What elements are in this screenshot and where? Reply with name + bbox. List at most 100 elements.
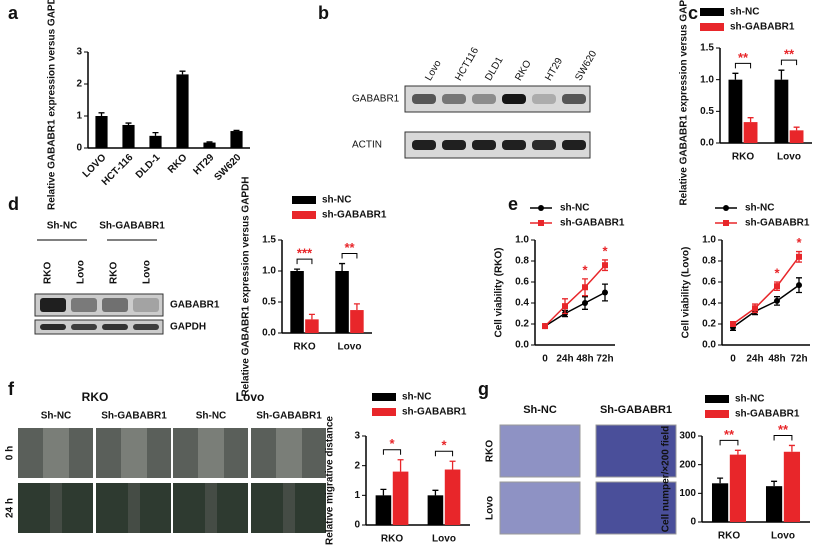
legend-swatch (292, 196, 316, 204)
error-bar (380, 488, 387, 496)
row-label: 24 h (5, 498, 16, 518)
blot-band (40, 298, 66, 312)
y-tick-label: 1 (76, 111, 82, 122)
x-tick-label: 72h (596, 354, 613, 365)
x-tick-label: 48h (768, 354, 785, 365)
legend-label: sh-GABABR1 (322, 210, 387, 221)
blot-band (532, 94, 556, 104)
point (730, 321, 736, 327)
y-tick-label: 0.6 (702, 277, 716, 288)
significance-label: * (389, 436, 395, 451)
legend-swatch (372, 408, 396, 416)
error-bar (432, 489, 439, 496)
row-label: 0 h (5, 446, 16, 460)
bar (95, 116, 108, 148)
cell-line-label: Lovo (236, 390, 265, 404)
y-tick-label: 0.0 (262, 328, 276, 339)
row-label: GABABR1 (352, 94, 400, 105)
blot-band (502, 94, 526, 104)
x-tick-label: 24h (556, 354, 573, 365)
scratch-gap (283, 483, 295, 533)
blot-band (71, 324, 97, 330)
row-label: GABABR1 (170, 300, 220, 311)
blot-band (502, 140, 526, 150)
point (602, 289, 608, 296)
y-axis-label: Relative GABABR1 expression versus GAPDH (241, 176, 252, 396)
error-bar (179, 70, 186, 75)
bar (230, 131, 243, 148)
column-label: Sh-NC (196, 411, 227, 422)
y-tick-label: 1.5 (262, 235, 276, 246)
error-bar (734, 449, 741, 455)
blot-band (472, 94, 496, 104)
y-tick-label: 0.5 (700, 106, 714, 117)
error-bar (788, 444, 795, 452)
legend-label: sh-NC (322, 195, 351, 206)
y-tick-label: 1.5 (700, 43, 714, 54)
significance-label: ** (344, 240, 355, 255)
bar (789, 130, 804, 143)
point (774, 297, 780, 304)
lane-label: DLD1 (483, 55, 506, 83)
group-label: Sh-GABABR1 (99, 221, 165, 232)
bar (149, 135, 162, 148)
bar (728, 79, 743, 143)
line (544, 291, 606, 327)
lane-label: SW620 (573, 49, 599, 83)
y-tick-label: 0.0 (700, 138, 714, 149)
point (774, 283, 780, 290)
y-tick-label: 200 (679, 459, 696, 470)
bar (444, 469, 461, 525)
significance-label: ** (784, 47, 795, 62)
bar (427, 495, 444, 525)
y-axis-label: Cell numper/×200 field (661, 426, 672, 532)
x-tick-label: RKO (381, 534, 403, 545)
legend-label: sh-NC (730, 7, 759, 18)
point (582, 300, 588, 306)
line (732, 256, 800, 325)
legend-swatch (292, 211, 316, 219)
panel-label: f (8, 379, 15, 399)
error-bar (152, 131, 159, 136)
row-label: GAPDH (170, 322, 206, 333)
y-tick-label: 1.0 (515, 235, 529, 246)
y-axis-label: Relative GABABR1 expression versus GAPDH (679, 0, 690, 206)
y-tick-label: 0.5 (262, 297, 276, 308)
legend-label: sh-GABABR1 (730, 22, 795, 33)
legend-marker (538, 205, 544, 211)
error-bar (308, 313, 315, 320)
y-tick-label: 1.0 (702, 235, 716, 246)
y-tick-label: 0.4 (515, 298, 529, 309)
point (752, 305, 758, 312)
lane-label: RKO (43, 262, 54, 284)
legend-swatch (705, 395, 729, 403)
blot-band (133, 324, 159, 330)
micrograph (595, 424, 677, 478)
line (732, 284, 800, 328)
group-label: Sh-NC (47, 221, 78, 232)
blot-band (532, 140, 556, 150)
point (562, 303, 568, 310)
row-label: ACTIN (352, 140, 382, 151)
legend-label: sh-GABABR1 (745, 218, 810, 229)
point (542, 323, 548, 330)
error-bar (717, 477, 724, 484)
error-bar (353, 303, 360, 311)
y-axis-label: Relative GABABR1 expression versus GAPDH (47, 0, 58, 210)
legend-swatch (705, 410, 729, 418)
y-tick-label: 3 (76, 47, 82, 58)
x-tick-label: Lovo (432, 534, 456, 545)
x-tick-label: RKO (293, 342, 315, 353)
error-bar (339, 262, 346, 271)
legend-swatch (700, 23, 724, 31)
line (544, 264, 606, 327)
column-label: Sh-GABABR1 (101, 411, 167, 422)
x-tick-label: DLD-1 (134, 152, 163, 181)
scratch-gap (276, 428, 302, 478)
scratch-gap (198, 428, 224, 478)
y-tick-label: 1.0 (700, 74, 714, 85)
significance-label: * (582, 262, 588, 277)
column-label: Sh-NC (523, 404, 557, 416)
blot-band (412, 140, 436, 150)
